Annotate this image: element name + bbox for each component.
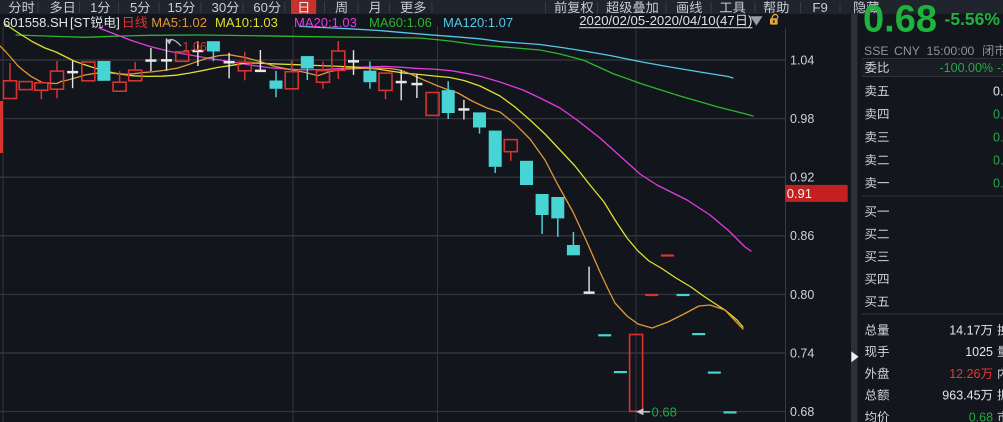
svg-text:0.69: 0.69 — [993, 154, 1003, 168]
svg-text:15:00:00: 15:00:00 — [927, 44, 975, 58]
svg-text:MA60:1.06: MA60:1.06 — [369, 15, 432, 30]
svg-text:0.73: 0.73 — [993, 85, 1003, 99]
svg-text:1: 1 — [90, 0, 97, 15]
svg-text:CNY: CNY — [894, 44, 920, 58]
svg-text:SSE: SSE — [864, 44, 889, 58]
svg-text:-100.00%: -100.00% — [940, 61, 994, 75]
svg-text:MA20:1.03: MA20:1.03 — [294, 15, 357, 30]
svg-text:0.69: 0.69 — [993, 177, 1003, 191]
svg-text:0.68: 0.68 — [652, 404, 677, 419]
svg-text:0.74: 0.74 — [790, 346, 814, 360]
svg-text:30: 30 — [212, 0, 227, 15]
svg-text:F9: F9 — [812, 0, 827, 15]
svg-text:0.69: 0.69 — [993, 131, 1003, 145]
svg-text:0.92: 0.92 — [790, 171, 814, 185]
svg-text:1025: 1025 — [965, 345, 993, 359]
svg-text:[ST: [ST — [70, 15, 90, 30]
svg-text:MA120:1.07: MA120:1.07 — [443, 15, 513, 30]
svg-text:1.06: 1.06 — [183, 40, 207, 54]
svg-text:5: 5 — [130, 0, 137, 15]
svg-text:]: ] — [116, 15, 120, 30]
svg-text:-1: -1 — [997, 61, 1003, 75]
svg-text:0.68: 0.68 — [969, 411, 993, 422]
svg-text:0.69: 0.69 — [993, 108, 1003, 122]
svg-text:MA5:1.02: MA5:1.02 — [151, 15, 207, 30]
svg-text:2020/02/05-2020/04/10(47: 2020/02/05-2020/04/10(47 — [579, 13, 734, 28]
svg-text:): ) — [748, 13, 752, 28]
svg-text:1.04: 1.04 — [790, 53, 814, 67]
svg-text:963.45: 963.45 — [942, 389, 980, 403]
svg-text:0.98: 0.98 — [790, 112, 814, 126]
svg-text:601558.SH: 601558.SH — [3, 15, 68, 30]
svg-text:0.80: 0.80 — [790, 288, 814, 302]
svg-text:0.68: 0.68 — [790, 405, 814, 419]
svg-text:MA10:1.03: MA10:1.03 — [215, 15, 278, 30]
svg-text:0.68: 0.68 — [863, 0, 937, 41]
svg-text:60: 60 — [253, 0, 268, 15]
svg-text:14.17: 14.17 — [949, 324, 980, 338]
svg-text:15: 15 — [168, 0, 183, 15]
svg-text:-5.56%: -5.56% — [945, 9, 1001, 29]
svg-text:12.26: 12.26 — [949, 367, 980, 381]
svg-text:0.86: 0.86 — [790, 229, 814, 243]
svg-text:0.91: 0.91 — [787, 186, 812, 201]
